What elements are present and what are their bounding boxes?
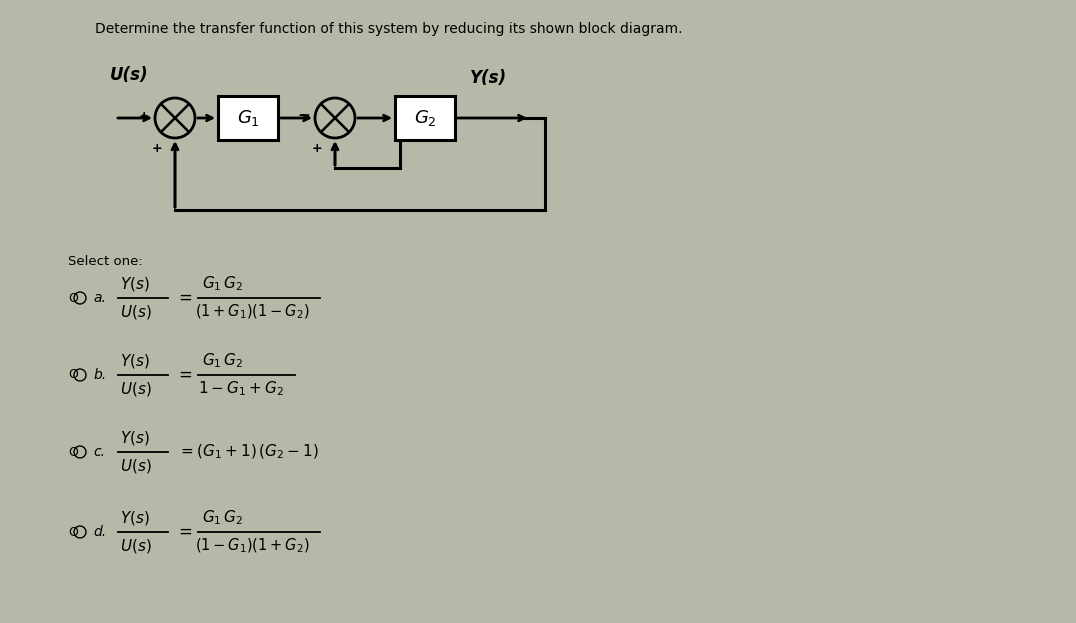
Text: +: + bbox=[312, 142, 323, 155]
Text: O: O bbox=[68, 368, 77, 381]
Text: $U(s)$: $U(s)$ bbox=[121, 457, 152, 475]
Text: Determine the transfer function of this system by reducing its shown block diagr: Determine the transfer function of this … bbox=[95, 22, 682, 36]
Text: +: + bbox=[139, 110, 148, 123]
Text: $G_1\,G_2$: $G_1\,G_2$ bbox=[202, 275, 243, 293]
Text: $1-G_1+G_2$: $1-G_1+G_2$ bbox=[198, 379, 284, 398]
Text: −: − bbox=[297, 108, 310, 123]
Text: a.: a. bbox=[93, 291, 105, 305]
Text: $G_1\,G_2$: $G_1\,G_2$ bbox=[202, 508, 243, 527]
Text: =: = bbox=[178, 523, 192, 541]
Text: O: O bbox=[68, 445, 77, 459]
Text: c.: c. bbox=[93, 445, 105, 459]
Text: =: = bbox=[178, 366, 192, 384]
Text: $G_1$: $G_1$ bbox=[237, 108, 259, 128]
Text: $Y(s)$: $Y(s)$ bbox=[121, 509, 150, 527]
Bar bbox=[218, 96, 278, 140]
Text: $=(G_1+1)\,(G_2-1)$: $=(G_1+1)\,(G_2-1)$ bbox=[178, 443, 318, 461]
Text: Select one:: Select one: bbox=[68, 255, 143, 268]
Text: $Y(s)$: $Y(s)$ bbox=[121, 275, 150, 293]
Text: b.: b. bbox=[93, 368, 107, 382]
Text: $U(s)$: $U(s)$ bbox=[121, 537, 152, 555]
Text: +: + bbox=[152, 142, 162, 155]
Text: O: O bbox=[68, 292, 77, 305]
Text: $G_1\,G_2$: $G_1\,G_2$ bbox=[202, 351, 243, 370]
Text: =: = bbox=[178, 289, 192, 307]
Text: $Y(s)$: $Y(s)$ bbox=[121, 429, 150, 447]
Text: $Y(s)$: $Y(s)$ bbox=[121, 352, 150, 370]
Text: $(1-G_1)(1+G_2)$: $(1-G_1)(1+G_2)$ bbox=[195, 537, 310, 555]
Bar bbox=[395, 96, 455, 140]
Text: $G_2$: $G_2$ bbox=[413, 108, 437, 128]
Text: O: O bbox=[68, 525, 77, 538]
Text: $(1+G_1)(1-G_2)$: $(1+G_1)(1-G_2)$ bbox=[195, 303, 310, 321]
Text: U(s): U(s) bbox=[110, 66, 148, 84]
Text: Y(s): Y(s) bbox=[470, 69, 507, 87]
Text: $U(s)$: $U(s)$ bbox=[121, 303, 152, 321]
Text: $U(s)$: $U(s)$ bbox=[121, 380, 152, 398]
Text: d.: d. bbox=[93, 525, 107, 539]
